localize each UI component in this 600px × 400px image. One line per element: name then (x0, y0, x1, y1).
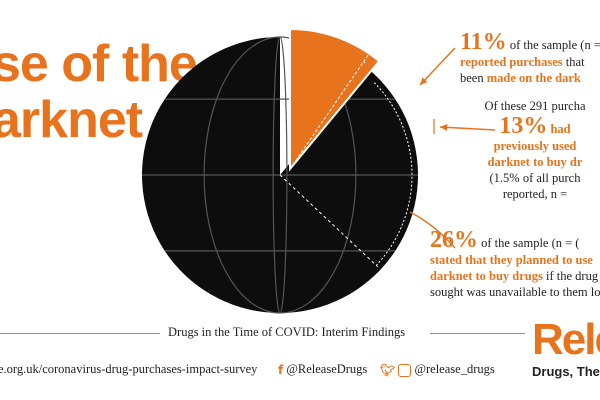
annotation-11pct: 11% of the sample (n = 2 reported purcha… (460, 30, 600, 86)
annotation-highlight: made on the dark (486, 71, 581, 85)
annotation-text: (1.5% of all purch (489, 171, 581, 185)
annotation-highlight: previously used (493, 139, 577, 153)
pie-slice-11pct (289, 27, 381, 172)
leader-line-26pct (409, 211, 456, 249)
annotation-highlight: stated that they planned to use (430, 253, 593, 267)
annotation-26pct: 26% of the sample (n = ( stated that the… (430, 228, 600, 300)
annotation-highlight: reported purchases (460, 55, 563, 69)
twitter-icon: 🐦︎ (380, 363, 396, 378)
facebook-handle-text: @ReleaseDrugs (286, 362, 368, 376)
annotation-13pct: Of these 291 purcha 13% had previously u… (435, 98, 600, 202)
annotation-text: if the drug (542, 269, 599, 283)
annotation-text: sought was unavailable to them loc (430, 285, 600, 299)
release-tagline: Drugs, The Law (532, 364, 600, 379)
leader-arrow-13pct (439, 126, 496, 131)
leader-arrow-11pct (419, 47, 456, 86)
pie-slice-13pct-divider (289, 53, 370, 170)
survey-link[interactable]: e.org.uk/coronavirus-drug-purchases-impa… (0, 362, 258, 376)
leader-arrow-13pct-head (440, 123, 448, 131)
twitter-handle-text: @release_drugs (414, 362, 495, 376)
pct-11-label: 11% (460, 29, 507, 55)
footer-divider-right (430, 333, 525, 334)
pie-slice-26pct-marker (373, 82, 413, 266)
annotation-text: been (460, 71, 487, 85)
title-line-1: se of the (0, 35, 198, 93)
leader-arrow-11pct-head (420, 77, 428, 85)
release-logo: Rele (532, 315, 600, 364)
twitter-instagram-handle[interactable]: 🐦︎ @release_drugs (380, 362, 495, 377)
facebook-icon: f (278, 363, 284, 378)
annotation-highlight: had (547, 122, 571, 136)
annotation-highlight: darknet to buy dr (487, 155, 583, 169)
title-line-2: arknet (0, 91, 143, 149)
annotation-text: of the sample (n = 2 (506, 38, 600, 52)
annotation-text: of the sample (n = ( (478, 236, 580, 250)
annotation-text: reported, n = (502, 187, 568, 201)
pct-26-label: 26% (430, 227, 478, 253)
facebook-handle[interactable]: f @ReleaseDrugs (278, 362, 367, 377)
footer-title: Drugs in the Time of COVID: Interim Find… (168, 325, 406, 339)
pct-13-label: 13% (499, 113, 548, 139)
page-title: se of the arknet (0, 35, 198, 149)
footer-divider-left (0, 333, 160, 334)
annotation-text: Of these 291 purcha (484, 99, 586, 113)
pie-slice-26pct-divider (279, 174, 379, 268)
annotation-text: that (562, 55, 585, 69)
instagram-icon (398, 363, 412, 377)
annotation-highlight: darknet to buy drugs (430, 269, 543, 283)
